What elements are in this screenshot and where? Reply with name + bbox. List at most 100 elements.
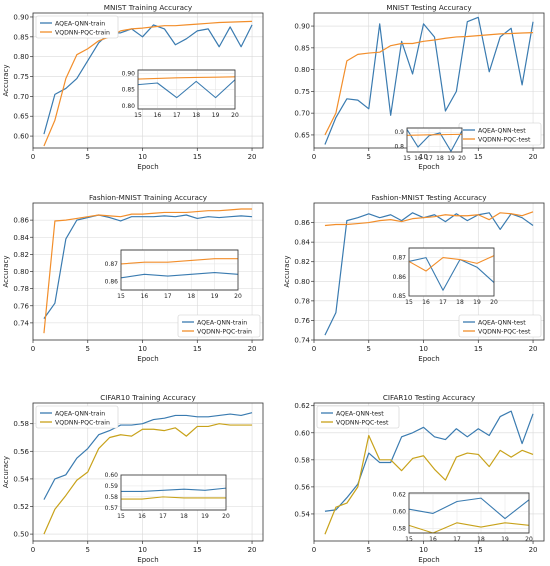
y-tick-label: 0.52 [13, 503, 29, 511]
y-tick-label: 0.58 [294, 456, 310, 464]
inset-y-tick-label: 0.57 [105, 505, 119, 512]
y-axis-label: Accuracy [2, 456, 10, 488]
inset-frame [408, 492, 530, 534]
inset-y-tick-label: 0.58 [393, 526, 407, 533]
y-axis-label: Accuracy [2, 65, 10, 97]
inset-x-tick-label: 16 [141, 293, 149, 300]
x-tick-label: 20 [529, 546, 538, 554]
chart-panel-5: 0 5 10 15 20 0.50 0.52 0.54 0.56 0.58 CIFAR10 Trai… [2, 393, 264, 564]
inset-y-tick-label: 0.59 [105, 483, 119, 490]
y-tick-label: 0.50 [13, 531, 29, 539]
x-tick-label: 20 [248, 546, 257, 554]
y-tick-label: 0.84 [294, 239, 310, 247]
inset-x-tick-label: 15 [117, 513, 125, 520]
y-tick-label: 0.56 [13, 448, 29, 456]
chart-panel-1: 0 5 10 15 20 0.60 0.65 0.70 0.75 0.80 0.85 0.90 MNIS… [2, 3, 264, 171]
inset-series-line-2 [137, 76, 236, 80]
inset-border [120, 474, 227, 511]
series-line-1 [43, 214, 253, 319]
legend-label-2: VQDNN-PQC-train [197, 328, 252, 335]
series-line-1 [324, 16, 534, 145]
legend-box [316, 405, 400, 429]
y-tick-label: 0.56 [294, 483, 310, 491]
y-tick-label: 0.75 [294, 88, 310, 96]
x-tick-label: 0 [312, 546, 316, 554]
series-line-2 [43, 20, 253, 147]
inset-y-tick-label: 0.87 [393, 255, 407, 262]
plot-frame [313, 402, 545, 542]
x-tick-label: 0 [31, 153, 35, 161]
inset-x-tick-label: 20 [458, 155, 466, 162]
plot-frame [313, 202, 545, 341]
x-tick-label: 20 [529, 153, 538, 161]
inset-x-tick-label: 16 [414, 155, 422, 162]
inset-border [408, 492, 530, 534]
x-tick-label: 5 [86, 546, 90, 554]
inset-x-tick-label: 16 [429, 536, 437, 543]
chart-title: Fashion-MNIST Training Accuracy [89, 193, 208, 202]
inset-x-tick-label: 18 [436, 155, 444, 162]
legend: AQEA-QNN-test VQDNN-PQC-test [316, 405, 400, 429]
legend: AQEA-QNN-train VQDNN-PQC-train [35, 405, 119, 429]
inset-y-tick-label: 0.87 [105, 261, 119, 268]
inset-x-tick-label: 15 [117, 293, 125, 300]
inset-series-line-1 [121, 487, 227, 492]
inset-y-tick-label: 0.86 [105, 278, 119, 285]
inset-x-tick-label: 18 [180, 513, 188, 520]
inset-series-line-2 [408, 255, 495, 272]
inset-series-line-1 [408, 497, 530, 520]
x-tick-label: 0 [312, 345, 316, 353]
inset-y-tick-label: 0.85 [393, 293, 407, 300]
inset-x-tick-label: 20 [222, 513, 230, 520]
y-tick-label: 0.76 [294, 317, 310, 325]
y-axis-label: Accuracy [2, 256, 10, 288]
inset-x-tick-label: 18 [187, 293, 195, 300]
inset-series-line-2 [121, 496, 226, 500]
inset-x-tick-label: 15 [405, 536, 413, 543]
inset-x-tick-label: 15 [134, 112, 142, 119]
x-tick-label: 5 [86, 345, 90, 353]
inset-series-line-1 [137, 79, 236, 99]
chart-title: CIFAR10 Testing Accuracy [383, 393, 476, 402]
x-tick-label: 15 [474, 546, 483, 554]
legend: AQEA-QNN-train VQDNN-PQC-train [35, 15, 119, 39]
y-tick-label: 0.62 [294, 402, 310, 410]
y-tick-label: 0.60 [294, 429, 310, 437]
inset-x-tick-label: 20 [231, 112, 239, 119]
legend-label-1: AQEA-QNN-test [478, 127, 526, 134]
inset-x-tick-label: 20 [490, 299, 498, 306]
y-tick-label: 0.86 [13, 217, 29, 225]
inset-x-tick-label: 17 [425, 155, 433, 162]
legend: AQEA-QNN-test VQDNN-PQC-test [458, 314, 542, 338]
inset-x-tick-label: 16 [154, 112, 162, 119]
series-line-2 [324, 32, 534, 136]
y-tick-label: 0.70 [13, 93, 29, 101]
inset-x-tick-label: 17 [173, 112, 181, 119]
inset-x-tick-label: 16 [422, 299, 430, 306]
inset-x-tick-label: 20 [525, 536, 533, 543]
inset-frame [120, 474, 227, 511]
plot-frame [32, 12, 264, 149]
inset-frame [406, 127, 463, 153]
inset-x-tick-label: 19 [501, 536, 509, 543]
x-tick-label: 5 [367, 345, 371, 353]
x-tick-label: 0 [31, 546, 35, 554]
x-axis-label: Epoch [137, 163, 158, 171]
legend-label-1: AQEA-QNN-train [55, 20, 105, 27]
y-tick-label: 0.90 [13, 13, 29, 21]
inset-plot: 15 16 17 18 19 20 0.85 0.86 0.87 [393, 247, 498, 306]
inset-x-tick-label: 20 [234, 293, 242, 300]
x-axis-label: Epoch [137, 355, 158, 363]
inset-x-tick-label: 15 [405, 299, 413, 306]
inset-y-tick-label: 0.62 [393, 492, 407, 499]
inset-plot: 15 16 17 18 19 20 0.86 0.87 [105, 249, 242, 300]
series-line-2 [43, 208, 253, 334]
y-tick-label: 0.82 [13, 251, 29, 259]
legend-box [35, 405, 119, 429]
legend-box [177, 314, 261, 338]
y-tick-label: 0.90 [294, 23, 310, 31]
y-tick-label: 0.80 [294, 66, 310, 74]
legend: AQEA-QNN-test VQDNN-PQC-test [458, 122, 542, 146]
chart-panel-3: 0 5 10 15 20 0.74 0.76 0.78 0.80 0.82 0.84 0.86 Fash… [2, 193, 264, 363]
